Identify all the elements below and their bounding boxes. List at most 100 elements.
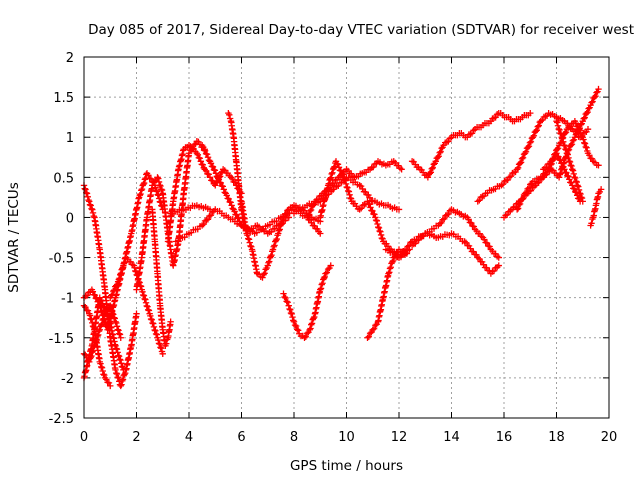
data-point bbox=[432, 222, 440, 230]
data-point bbox=[272, 237, 280, 244]
plot-frame bbox=[83, 56, 610, 419]
data-point bbox=[87, 315, 94, 322]
data-point bbox=[493, 111, 501, 118]
data-point bbox=[113, 323, 121, 330]
data-point bbox=[159, 323, 166, 331]
data-point bbox=[204, 205, 212, 212]
data-point bbox=[158, 345, 165, 352]
data-point bbox=[404, 247, 411, 254]
data-point bbox=[526, 139, 534, 146]
data-point bbox=[289, 204, 296, 211]
data-point bbox=[116, 330, 123, 337]
data-point bbox=[140, 179, 148, 187]
data-point bbox=[565, 154, 572, 162]
data-point bbox=[184, 143, 191, 151]
data-point bbox=[110, 286, 118, 294]
data-point bbox=[148, 316, 155, 323]
data-point bbox=[333, 176, 341, 183]
data-point bbox=[568, 162, 575, 170]
data-point bbox=[519, 195, 527, 202]
data-point bbox=[117, 382, 124, 390]
data-point bbox=[289, 313, 296, 321]
data-point bbox=[432, 234, 440, 242]
data-point bbox=[572, 131, 580, 138]
data-point bbox=[488, 187, 495, 194]
data-point bbox=[390, 254, 397, 261]
data-point bbox=[143, 302, 150, 310]
data-point bbox=[202, 167, 210, 175]
data-point bbox=[523, 189, 530, 196]
data-point bbox=[314, 199, 322, 206]
data-point bbox=[292, 322, 300, 330]
data-point bbox=[370, 325, 378, 332]
data-point bbox=[578, 194, 586, 202]
data-point bbox=[247, 242, 254, 250]
data-point bbox=[567, 142, 575, 149]
data-point bbox=[563, 150, 571, 157]
data-point bbox=[287, 306, 294, 313]
data-point bbox=[435, 153, 442, 160]
data-point bbox=[89, 288, 97, 295]
data-point bbox=[428, 165, 436, 173]
data-point bbox=[209, 177, 216, 185]
data-point bbox=[581, 139, 588, 147]
series-track-t bbox=[364, 246, 413, 341]
data-point bbox=[152, 327, 159, 334]
data-point bbox=[279, 216, 286, 223]
data-point bbox=[211, 167, 219, 174]
data-point bbox=[86, 312, 94, 319]
data-point bbox=[557, 129, 564, 137]
data-point bbox=[569, 166, 576, 173]
data-point bbox=[586, 152, 593, 159]
data-point bbox=[113, 345, 120, 352]
data-point bbox=[470, 127, 477, 134]
data-point bbox=[206, 212, 213, 220]
data-point bbox=[593, 89, 600, 96]
series-track-d bbox=[80, 302, 114, 390]
data-point bbox=[111, 297, 119, 304]
data-point bbox=[116, 275, 123, 282]
data-point bbox=[480, 192, 488, 200]
data-point bbox=[373, 160, 380, 167]
data-point bbox=[365, 333, 373, 340]
data-point bbox=[560, 163, 567, 171]
data-point bbox=[114, 326, 121, 333]
data-point bbox=[554, 119, 561, 126]
x-tick-label: 8 bbox=[290, 430, 298, 445]
data-point bbox=[387, 264, 394, 271]
data-point bbox=[596, 188, 604, 196]
data-point bbox=[354, 181, 361, 188]
data-point bbox=[585, 105, 592, 112]
data-point bbox=[245, 236, 253, 243]
data-point bbox=[231, 179, 239, 186]
data-point bbox=[89, 206, 96, 213]
series-track-p bbox=[303, 158, 405, 221]
data-point bbox=[325, 180, 333, 187]
data-point bbox=[249, 228, 256, 235]
data-point bbox=[118, 360, 125, 367]
data-point bbox=[559, 135, 566, 142]
x-tick-label: 4 bbox=[185, 430, 193, 445]
series-track-f bbox=[107, 254, 166, 358]
data-point bbox=[119, 265, 126, 272]
data-point bbox=[116, 356, 123, 363]
data-point bbox=[271, 242, 278, 249]
data-point bbox=[367, 204, 374, 211]
data-point bbox=[101, 283, 108, 291]
data-point bbox=[307, 206, 315, 214]
data-point bbox=[364, 166, 372, 174]
data-point bbox=[567, 162, 574, 169]
data-point bbox=[138, 257, 145, 265]
data-point bbox=[112, 318, 119, 325]
data-point bbox=[212, 170, 220, 177]
data-point bbox=[127, 344, 134, 352]
data-point bbox=[551, 150, 559, 157]
data-point bbox=[376, 227, 383, 235]
data-point bbox=[543, 112, 551, 119]
data-point bbox=[147, 312, 154, 320]
data-point bbox=[378, 234, 386, 242]
data-point bbox=[566, 176, 573, 183]
data-point bbox=[154, 174, 161, 181]
data-point bbox=[429, 164, 436, 172]
x-tick-label: 0 bbox=[80, 430, 88, 445]
